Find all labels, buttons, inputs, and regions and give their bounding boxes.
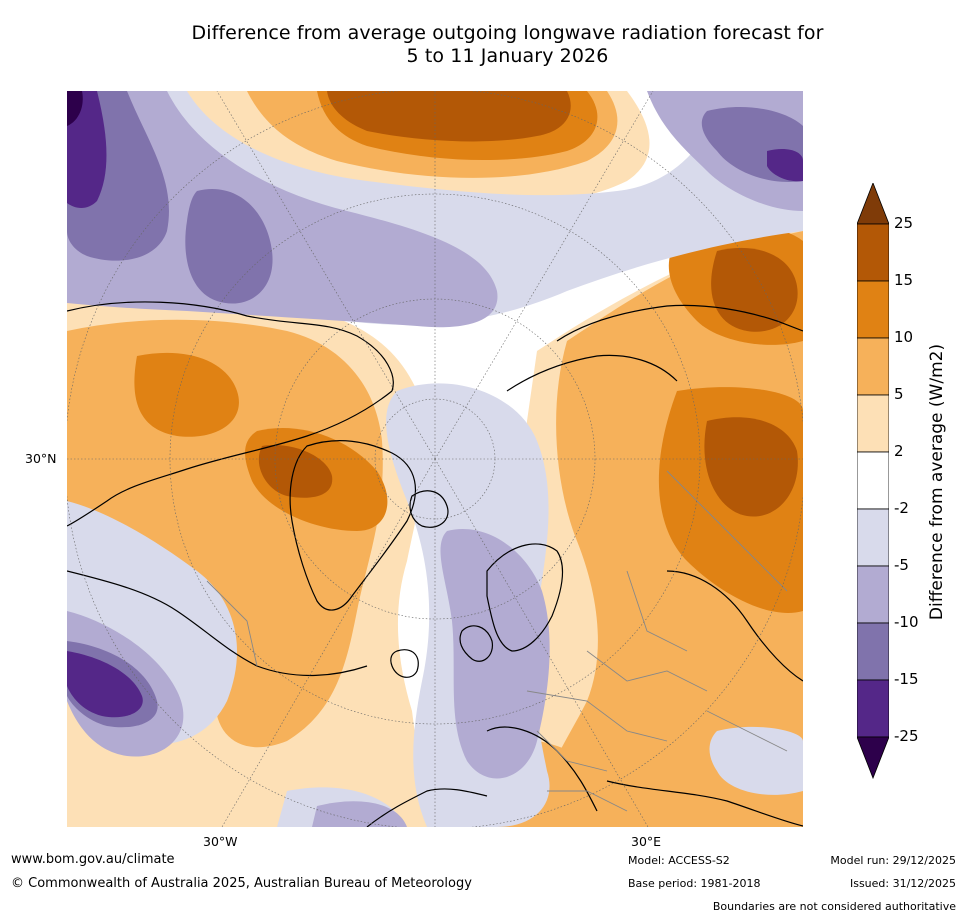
website-text: www.bom.gov.au/climate bbox=[11, 852, 175, 867]
greenland-outline bbox=[289, 440, 416, 611]
colorbar-tick-label: -15 bbox=[894, 670, 919, 688]
colorbar-tick-label: 25 bbox=[894, 214, 914, 232]
colorbar-tick-label: -5 bbox=[894, 556, 909, 574]
colorbar-segment bbox=[857, 508, 889, 567]
title-line-1: Difference from average outgoing longwav… bbox=[191, 22, 824, 44]
colorbar-tick-label: 15 bbox=[894, 271, 914, 289]
disclaimer-text: Boundaries are not considered authoritat… bbox=[712, 900, 956, 913]
scandinavia-outline bbox=[486, 543, 563, 652]
colorbar-segment bbox=[857, 394, 889, 453]
title-line-2: 5 to 11 January 2026 bbox=[406, 45, 609, 67]
colorbar bbox=[857, 183, 889, 780]
colorbar-segment bbox=[857, 565, 889, 624]
colorbar-tick-label: -10 bbox=[894, 613, 919, 631]
colorbar-segment bbox=[857, 223, 889, 282]
colorbar-tick-label: 5 bbox=[894, 385, 904, 403]
lat-label-30n: 30°N bbox=[25, 451, 57, 466]
colorbar-segment bbox=[857, 451, 889, 510]
copyright-text: © Commonwealth of Australia 2025, Austra… bbox=[11, 876, 472, 891]
colorbar-label: Difference from average (W/m2) bbox=[927, 343, 947, 621]
graticule bbox=[67, 91, 803, 827]
colorbar-tick-label: 10 bbox=[894, 328, 914, 346]
lon-label-30w: 30°W bbox=[203, 834, 238, 849]
colorbar-tick-label: -25 bbox=[894, 727, 919, 745]
anomaly-map bbox=[67, 91, 803, 827]
model-run-text: Model run: 29/12/2025 bbox=[830, 854, 956, 867]
model-text: Model: ACCESS-S2 bbox=[628, 854, 730, 867]
colorbar-segment bbox=[857, 337, 889, 396]
base-period-text: Base period: 1981-2018 bbox=[628, 877, 761, 890]
colorbar-segment bbox=[857, 280, 889, 339]
coastlines bbox=[67, 301, 803, 827]
colorbar-tick-label: 2 bbox=[894, 442, 904, 460]
colorbar-segment bbox=[857, 622, 889, 681]
colorbar-segment bbox=[857, 679, 889, 738]
country-boundaries bbox=[206, 470, 788, 812]
chart-title: Difference from average outgoing longwav… bbox=[100, 22, 915, 68]
colorbar-extension-top bbox=[857, 183, 889, 225]
colorbar-extension-bottom bbox=[857, 736, 889, 780]
issued-text: Issued: 31/12/2025 bbox=[849, 877, 956, 890]
colorbar-tick-label: -2 bbox=[894, 499, 909, 517]
lon-label-30e: 30°E bbox=[631, 834, 662, 849]
